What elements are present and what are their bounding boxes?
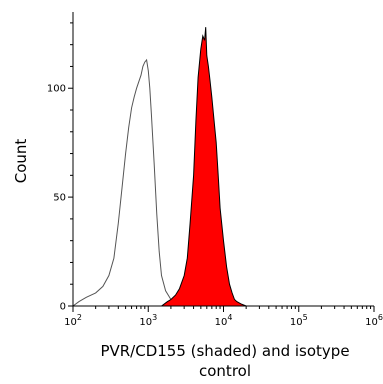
shaded-histogram-fill <box>161 27 247 306</box>
y-tick-label: 0 <box>60 302 66 313</box>
x-tick-exponent: 5 <box>303 313 308 322</box>
x-tick-exponent: 2 <box>77 313 82 322</box>
x-tick-exponent: 3 <box>152 313 157 322</box>
x-tick-label: 105 <box>290 313 308 328</box>
x-tick-label: 106 <box>365 313 383 328</box>
y-tick-label: 100 <box>47 84 66 95</box>
isotype-histogram-line <box>72 58 224 307</box>
y-axis-title: Count <box>12 139 30 184</box>
x-tick-label: 102 <box>64 313 82 328</box>
x-axis-title-line-2: control <box>199 362 251 380</box>
y-tick-label: 50 <box>53 193 66 204</box>
x-axis: 102 103 104 105 106 <box>64 305 383 328</box>
shaded-histogram-outline <box>161 27 247 307</box>
plot-area <box>72 27 247 307</box>
x-tick-label: 103 <box>139 313 157 328</box>
x-tick-exponent: 4 <box>227 313 232 322</box>
x-tick-label: 104 <box>215 313 233 328</box>
x-tick-exponent: 6 <box>378 313 383 322</box>
y-axis: 0 50 100 <box>47 12 74 313</box>
x-axis-title-line-1: PVR/CD155 (shaded) and isotype <box>100 342 349 360</box>
